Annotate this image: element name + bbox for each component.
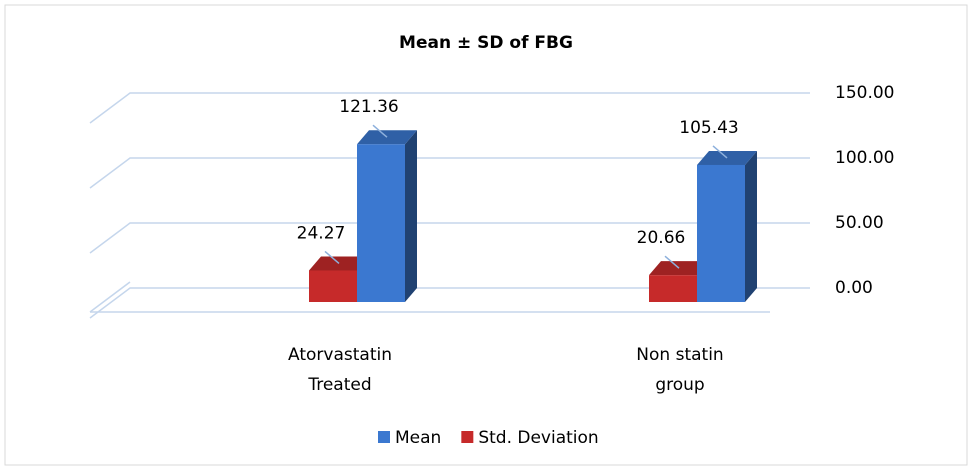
y-tick-label: 50.00 (835, 213, 884, 233)
x-tick-label: Non statin group (636, 345, 723, 395)
data-label: 24.27 (297, 223, 346, 243)
legend-label: Std. Deviation (478, 428, 598, 448)
bar-front (697, 164, 745, 302)
grid-line (89, 287, 810, 319)
bar-front (357, 144, 405, 302)
grid-line (89, 222, 810, 254)
y-tick-label: 100.00 (835, 148, 894, 168)
y-tick-label: 150.00 (835, 83, 894, 103)
leader-line (372, 124, 388, 138)
leader-line (664, 255, 680, 269)
bar-front (309, 270, 357, 302)
chart-border (4, 4, 968, 466)
leader-line (712, 145, 728, 159)
data-label: 20.66 (637, 228, 686, 248)
bar-side (405, 130, 417, 302)
grid-line (89, 157, 810, 189)
bar (357, 130, 417, 302)
bar-side (745, 150, 757, 302)
chart-title: Mean ± SD of FBG (399, 33, 573, 53)
grid-line (89, 92, 810, 124)
legend-label: Mean (395, 428, 441, 448)
data-label: 105.43 (679, 118, 738, 138)
bar (697, 150, 757, 302)
bar-front (649, 275, 697, 302)
floor-edge (89, 281, 131, 313)
legend-swatch (378, 431, 390, 443)
x-tick-label: Atorvastatin Treated (288, 345, 392, 395)
data-label: 121.36 (339, 97, 398, 117)
legend-swatch (461, 431, 474, 443)
y-tick-label: 0.00 (835, 278, 873, 298)
leader-line (324, 250, 340, 265)
